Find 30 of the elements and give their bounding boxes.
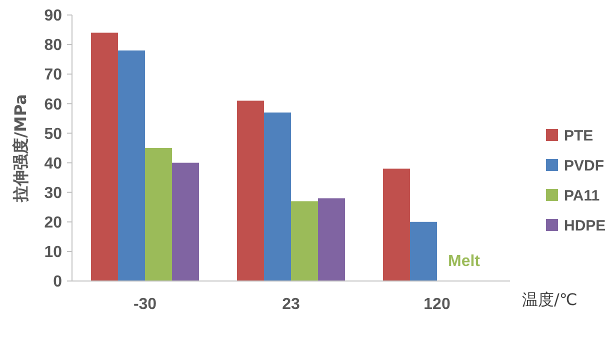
legend-label: PTE bbox=[564, 127, 594, 144]
y-tick-label: 30 bbox=[44, 184, 62, 202]
bar bbox=[172, 162, 200, 281]
bar bbox=[145, 148, 172, 281]
legend-label: PVDF bbox=[564, 157, 604, 174]
legend-label: PA11 bbox=[564, 187, 600, 204]
x-tick-label: -30 bbox=[133, 296, 157, 313]
y-tick-label: 20 bbox=[44, 214, 62, 232]
y-axis-title: 拉伸强度/MPa bbox=[11, 94, 30, 203]
y-tick-label: 10 bbox=[44, 244, 62, 262]
y-tick-label: 70 bbox=[44, 66, 62, 84]
bar bbox=[382, 168, 410, 281]
y-tick-label: 80 bbox=[44, 37, 62, 54]
x-tick-label: 120 bbox=[424, 296, 450, 313]
y-tick-label: 90 bbox=[44, 8, 62, 25]
y-tick-label: 50 bbox=[44, 126, 62, 143]
x-tick-label: 23 bbox=[282, 296, 300, 313]
bar bbox=[318, 198, 346, 281]
bar bbox=[410, 222, 437, 281]
x-axis-title: 温度/℃ bbox=[522, 290, 578, 309]
y-tick-label: 40 bbox=[44, 155, 62, 172]
bar bbox=[236, 100, 264, 281]
y-tick-label: 60 bbox=[44, 96, 62, 114]
annotation: Melt bbox=[448, 252, 481, 270]
bar bbox=[90, 32, 118, 281]
y-tick-label: 0 bbox=[53, 274, 62, 291]
bar bbox=[264, 112, 291, 281]
bar bbox=[291, 201, 318, 281]
legend-label: HDPE bbox=[564, 217, 606, 234]
bar bbox=[118, 50, 145, 281]
